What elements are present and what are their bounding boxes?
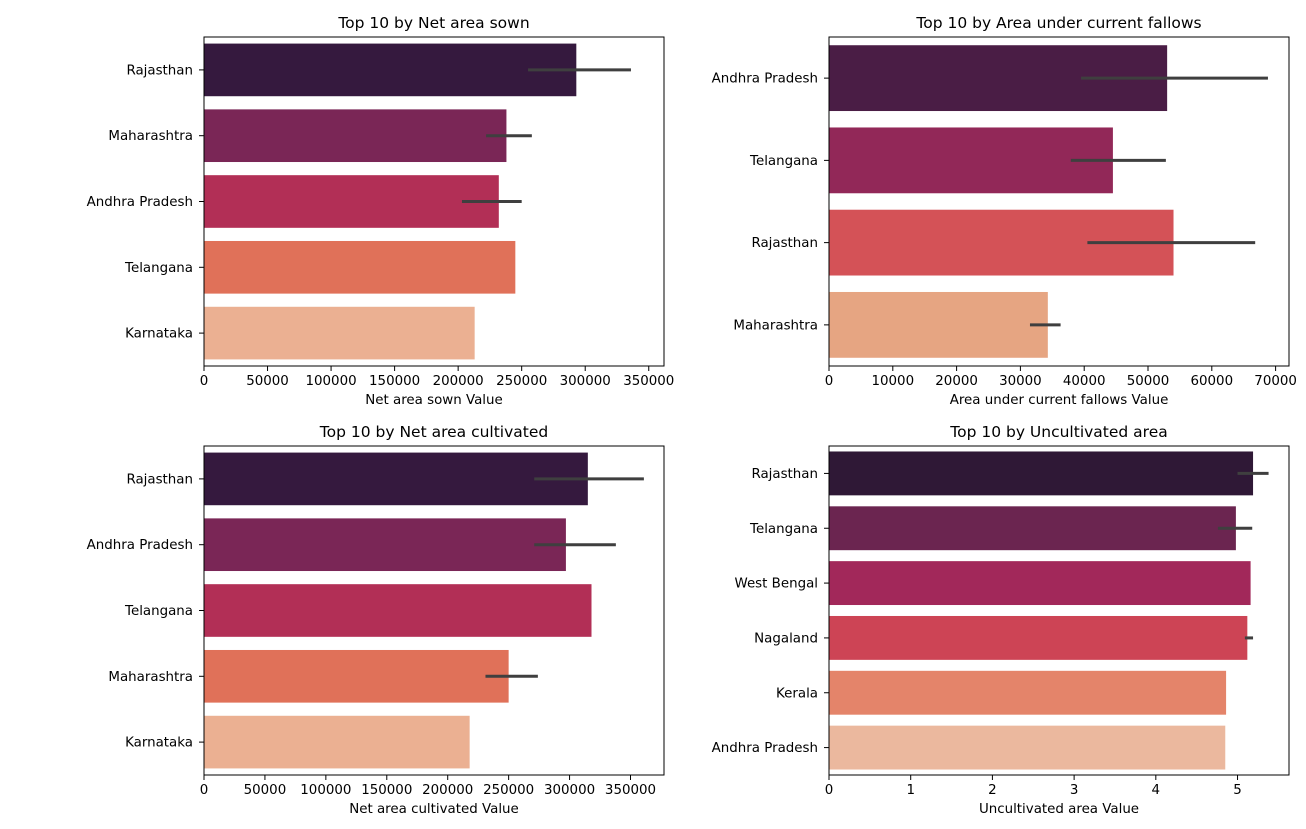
chart-panel-4: Rajasthan Telangana West Bengal Nagaland Ker… bbox=[712, 423, 1290, 817]
category-label: Rajasthan bbox=[126, 63, 193, 78]
x-tick-label: 10000 bbox=[871, 374, 914, 389]
x-tick-label: 2 bbox=[988, 783, 997, 798]
x-tick-label: 100000 bbox=[300, 783, 351, 798]
category-label: Telangana bbox=[749, 154, 818, 169]
x-tick-label: 4 bbox=[1152, 783, 1161, 798]
x-tick-label: 5 bbox=[1233, 783, 1242, 798]
bar-karnataka bbox=[204, 306, 475, 360]
bar-karnataka bbox=[204, 715, 470, 769]
x-tick-label: 50000 bbox=[246, 374, 289, 389]
bar-maharashtra bbox=[829, 291, 1048, 358]
category-label: Maharashtra bbox=[108, 670, 193, 685]
x-tick-label: 1 bbox=[906, 783, 915, 798]
x-tick-label: 3 bbox=[1070, 783, 1079, 798]
x-tick-label: 20000 bbox=[935, 374, 978, 389]
category-label: Maharashtra bbox=[108, 129, 193, 144]
bar-maharashtra bbox=[204, 109, 507, 163]
bar-telangana bbox=[204, 240, 516, 294]
category-label: Nagaland bbox=[754, 631, 818, 646]
chart-panel-3: Rajasthan Andhra Pradesh Telangana Maharash… bbox=[87, 423, 665, 817]
category-label: Rajasthan bbox=[751, 467, 818, 482]
bar-andhra-pradesh bbox=[829, 725, 1226, 770]
x-tick-label: 30000 bbox=[999, 374, 1042, 389]
chart-title: Top 10 by Uncultivated area bbox=[949, 423, 1168, 441]
x-tick-label: 0 bbox=[825, 783, 834, 798]
category-label: West Bengal bbox=[734, 577, 818, 592]
chart-panel-1: Rajasthan Maharashtra Andhra Pradesh Telang… bbox=[87, 14, 675, 408]
chart-panel-2: Andhra Pradesh Telangana Rajasthan Maharash… bbox=[712, 14, 1297, 408]
category-label: Andhra Pradesh bbox=[87, 195, 193, 210]
x-tick-label: 200000 bbox=[422, 783, 473, 798]
x-tick-label: 350000 bbox=[605, 783, 656, 798]
bar-telangana bbox=[829, 127, 1113, 194]
bar-rajasthan bbox=[204, 452, 588, 506]
category-label: Karnataka bbox=[125, 327, 193, 342]
axes-frame bbox=[203, 445, 665, 776]
axes-frame bbox=[828, 36, 1290, 367]
bar-kerala bbox=[829, 670, 1227, 715]
axes-frame bbox=[828, 445, 1290, 776]
category-label: Andhra Pradesh bbox=[87, 538, 193, 553]
bar-nagaland bbox=[829, 615, 1248, 660]
x-tick-label: 60000 bbox=[1190, 374, 1233, 389]
x-tick-label: 50000 bbox=[244, 783, 287, 798]
x-tick-label: 250000 bbox=[496, 374, 547, 389]
bar-andhra-pradesh bbox=[204, 518, 566, 572]
x-tick-label: 0 bbox=[200, 783, 209, 798]
axes-frame bbox=[203, 36, 665, 367]
chart-title: Top 10 by Net area cultivated bbox=[319, 423, 548, 441]
bar-andhra-pradesh bbox=[204, 175, 499, 228]
category-label: Kerala bbox=[776, 686, 818, 701]
category-label: Andhra Pradesh bbox=[712, 741, 818, 756]
x-axis-label: Uncultivated area Value bbox=[979, 802, 1139, 817]
bar-telangana bbox=[829, 506, 1236, 551]
category-label: Karnataka bbox=[125, 736, 193, 751]
category-label: Rajasthan bbox=[126, 472, 193, 487]
category-label: Telangana bbox=[124, 261, 193, 276]
category-label: Maharashtra bbox=[733, 318, 818, 333]
x-tick-label: 0 bbox=[825, 374, 834, 389]
bar-rajasthan bbox=[204, 43, 577, 97]
x-tick-label: 40000 bbox=[1063, 374, 1106, 389]
x-axis-label: Net area cultivated Value bbox=[349, 802, 519, 817]
x-tick-label: 150000 bbox=[369, 374, 420, 389]
category-label: Rajasthan bbox=[751, 236, 818, 251]
x-tick-label: 70000 bbox=[1254, 374, 1297, 389]
x-tick-label: 350000 bbox=[623, 374, 674, 389]
x-tick-label: 200000 bbox=[433, 374, 484, 389]
x-tick-label: 50000 bbox=[1127, 374, 1170, 389]
x-tick-label: 250000 bbox=[483, 783, 534, 798]
category-label: Telangana bbox=[124, 604, 193, 619]
x-axis-label: Net area sown Value bbox=[365, 393, 503, 408]
x-tick-label: 300000 bbox=[560, 374, 611, 389]
category-label: Andhra Pradesh bbox=[712, 72, 818, 87]
chart-title: Top 10 by Area under current fallows bbox=[915, 14, 1201, 32]
bar-west-bengal bbox=[829, 561, 1251, 606]
bar-rajasthan bbox=[829, 451, 1254, 496]
bar-telangana bbox=[204, 584, 592, 637]
bar-maharashtra bbox=[204, 649, 509, 703]
x-axis-label: Area under current fallows Value bbox=[950, 393, 1169, 408]
x-tick-label: 0 bbox=[200, 374, 209, 389]
chart-title: Top 10 by Net area sown bbox=[337, 14, 529, 32]
x-tick-label: 150000 bbox=[361, 783, 412, 798]
x-tick-label: 300000 bbox=[544, 783, 595, 798]
category-label: Telangana bbox=[749, 522, 818, 537]
x-tick-label: 100000 bbox=[306, 374, 357, 389]
